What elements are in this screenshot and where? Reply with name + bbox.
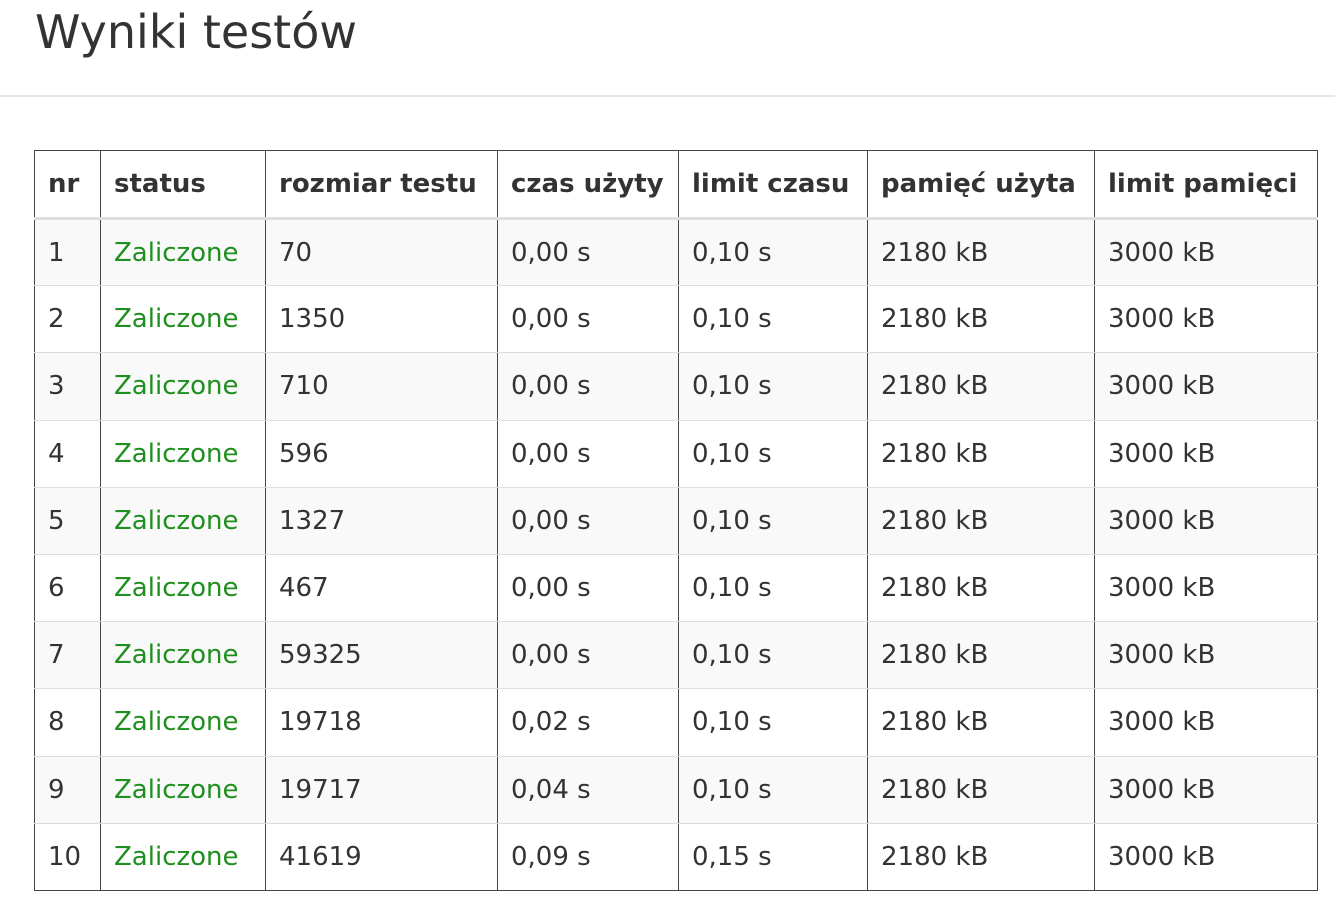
cell-memory-used: 2180 kB: [867, 621, 1095, 690]
cell-memory-limit: 3000 kB: [1094, 420, 1318, 488]
cell-nr: 4: [34, 420, 101, 488]
cell-memory-used: 2180 kB: [867, 285, 1095, 354]
cell-time-limit: 0,10 s: [678, 487, 868, 555]
cell-time-limit: 0,10 s: [678, 621, 868, 690]
cell-time-limit: 0,10 s: [678, 352, 868, 421]
cell-test-size: 1327: [265, 487, 498, 555]
cell-memory-limit: 3000 kB: [1094, 621, 1318, 690]
cell-test-size: 59325: [265, 621, 498, 690]
cell-status: Zaliczone: [100, 218, 266, 287]
table-row: 2 Zaliczone 1350 0,00 s 0,10 s 2180 kB 3000 kB: [34, 285, 1318, 354]
cell-time-limit: 0,10 s: [678, 285, 868, 354]
cell-memory-used: 2180 kB: [867, 487, 1095, 555]
page-header: Wyniki testów: [0, 0, 1335, 97]
cell-time-limit: 0,10 s: [678, 420, 868, 488]
cell-nr: 2: [34, 285, 101, 354]
cell-memory-limit: 3000 kB: [1094, 823, 1318, 891]
cell-status: Zaliczone: [100, 621, 266, 690]
cell-memory-used: 2180 kB: [867, 554, 1095, 623]
cell-time-used: 0,00 s: [497, 487, 679, 555]
column-header-nr: nr: [34, 150, 101, 220]
cell-time-used: 0,00 s: [497, 285, 679, 354]
cell-memory-used: 2180 kB: [867, 420, 1095, 488]
cell-memory-limit: 3000 kB: [1094, 285, 1318, 354]
cell-memory-used: 2180 kB: [867, 756, 1095, 824]
cell-memory-limit: 3000 kB: [1094, 218, 1318, 287]
cell-nr: 7: [34, 621, 101, 690]
cell-time-used: 0,09 s: [497, 823, 679, 891]
cell-test-size: 19718: [265, 688, 498, 757]
cell-status: Zaliczone: [100, 285, 266, 354]
table-row: 1 Zaliczone 70 0,00 s 0,10 s 2180 kB 3000 kB: [34, 218, 1318, 287]
cell-time-used: 0,00 s: [497, 420, 679, 488]
cell-memory-used: 2180 kB: [867, 218, 1095, 287]
cell-time-used: 0,04 s: [497, 756, 679, 824]
page-title: Wyniki testów: [35, 5, 357, 59]
cell-nr: 3: [34, 352, 101, 421]
cell-status: Zaliczone: [100, 688, 266, 757]
cell-time-used: 0,00 s: [497, 554, 679, 623]
cell-status: Zaliczone: [100, 823, 266, 891]
test-results-table: nr status rozmiar testu czas użyty limit…: [34, 150, 1318, 891]
table-row: 5 Zaliczone 1327 0,00 s 0,10 s 2180 kB 3000 kB: [34, 487, 1318, 555]
cell-time-used: 0,00 s: [497, 218, 679, 287]
cell-nr: 8: [34, 688, 101, 757]
cell-time-limit: 0,15 s: [678, 823, 868, 891]
table-row: 7 Zaliczone 59325 0,00 s 0,10 s 2180 kB 3000 k…: [34, 621, 1318, 690]
table-header-row: nr status rozmiar testu czas użyty limit…: [34, 150, 1318, 220]
cell-status: Zaliczone: [100, 554, 266, 623]
column-header-time-used: czas użyty: [497, 150, 679, 220]
cell-memory-limit: 3000 kB: [1094, 554, 1318, 623]
cell-nr: 5: [34, 487, 101, 555]
table-row: 10 Zaliczone 41619 0,09 s 0,15 s 2180 kB 3000 …: [34, 823, 1318, 891]
cell-memory-used: 2180 kB: [867, 823, 1095, 891]
cell-test-size: 467: [265, 554, 498, 623]
table-row: 4 Zaliczone 596 0,00 s 0,10 s 2180 kB 3000 kB: [34, 420, 1318, 488]
column-header-test-size: rozmiar testu: [265, 150, 498, 220]
cell-test-size: 70: [265, 218, 498, 287]
cell-memory-used: 2180 kB: [867, 352, 1095, 421]
table-row: 3 Zaliczone 710 0,00 s 0,10 s 2180 kB 3000 kB: [34, 352, 1318, 421]
table-body: 1 Zaliczone 70 0,00 s 0,10 s 2180 kB 3000 kB 2 Z…: [34, 218, 1318, 891]
cell-nr: 10: [34, 823, 101, 891]
cell-memory-limit: 3000 kB: [1094, 487, 1318, 555]
cell-test-size: 41619: [265, 823, 498, 891]
cell-test-size: 19717: [265, 756, 498, 824]
column-header-time-limit: limit czasu: [678, 150, 868, 220]
column-header-status: status: [100, 150, 266, 220]
column-header-memory-used: pamięć użyta: [867, 150, 1095, 220]
cell-test-size: 1350: [265, 285, 498, 354]
cell-memory-limit: 3000 kB: [1094, 756, 1318, 824]
cell-status: Zaliczone: [100, 352, 266, 421]
cell-test-size: 596: [265, 420, 498, 488]
cell-time-used: 0,00 s: [497, 352, 679, 421]
cell-memory-used: 2180 kB: [867, 688, 1095, 757]
cell-status: Zaliczone: [100, 756, 266, 824]
cell-time-limit: 0,10 s: [678, 554, 868, 623]
table-row: 8 Zaliczone 19718 0,02 s 0,10 s 2180 kB 3000 k…: [34, 688, 1318, 757]
cell-nr: 1: [34, 218, 101, 287]
cell-status: Zaliczone: [100, 487, 266, 555]
cell-status: Zaliczone: [100, 420, 266, 488]
cell-memory-limit: 3000 kB: [1094, 688, 1318, 757]
cell-time-limit: 0,10 s: [678, 756, 868, 824]
column-header-memory-limit: limit pamięci: [1094, 150, 1318, 220]
cell-time-used: 0,00 s: [497, 621, 679, 690]
cell-test-size: 710: [265, 352, 498, 421]
cell-time-limit: 0,10 s: [678, 688, 868, 757]
cell-time-limit: 0,10 s: [678, 218, 868, 287]
cell-nr: 6: [34, 554, 101, 623]
cell-time-used: 0,02 s: [497, 688, 679, 757]
cell-nr: 9: [34, 756, 101, 824]
table-row: 9 Zaliczone 19717 0,04 s 0,10 s 2180 kB 3000 k…: [34, 756, 1318, 824]
table-row: 6 Zaliczone 467 0,00 s 0,10 s 2180 kB 3000 kB: [34, 554, 1318, 623]
cell-memory-limit: 3000 kB: [1094, 352, 1318, 421]
